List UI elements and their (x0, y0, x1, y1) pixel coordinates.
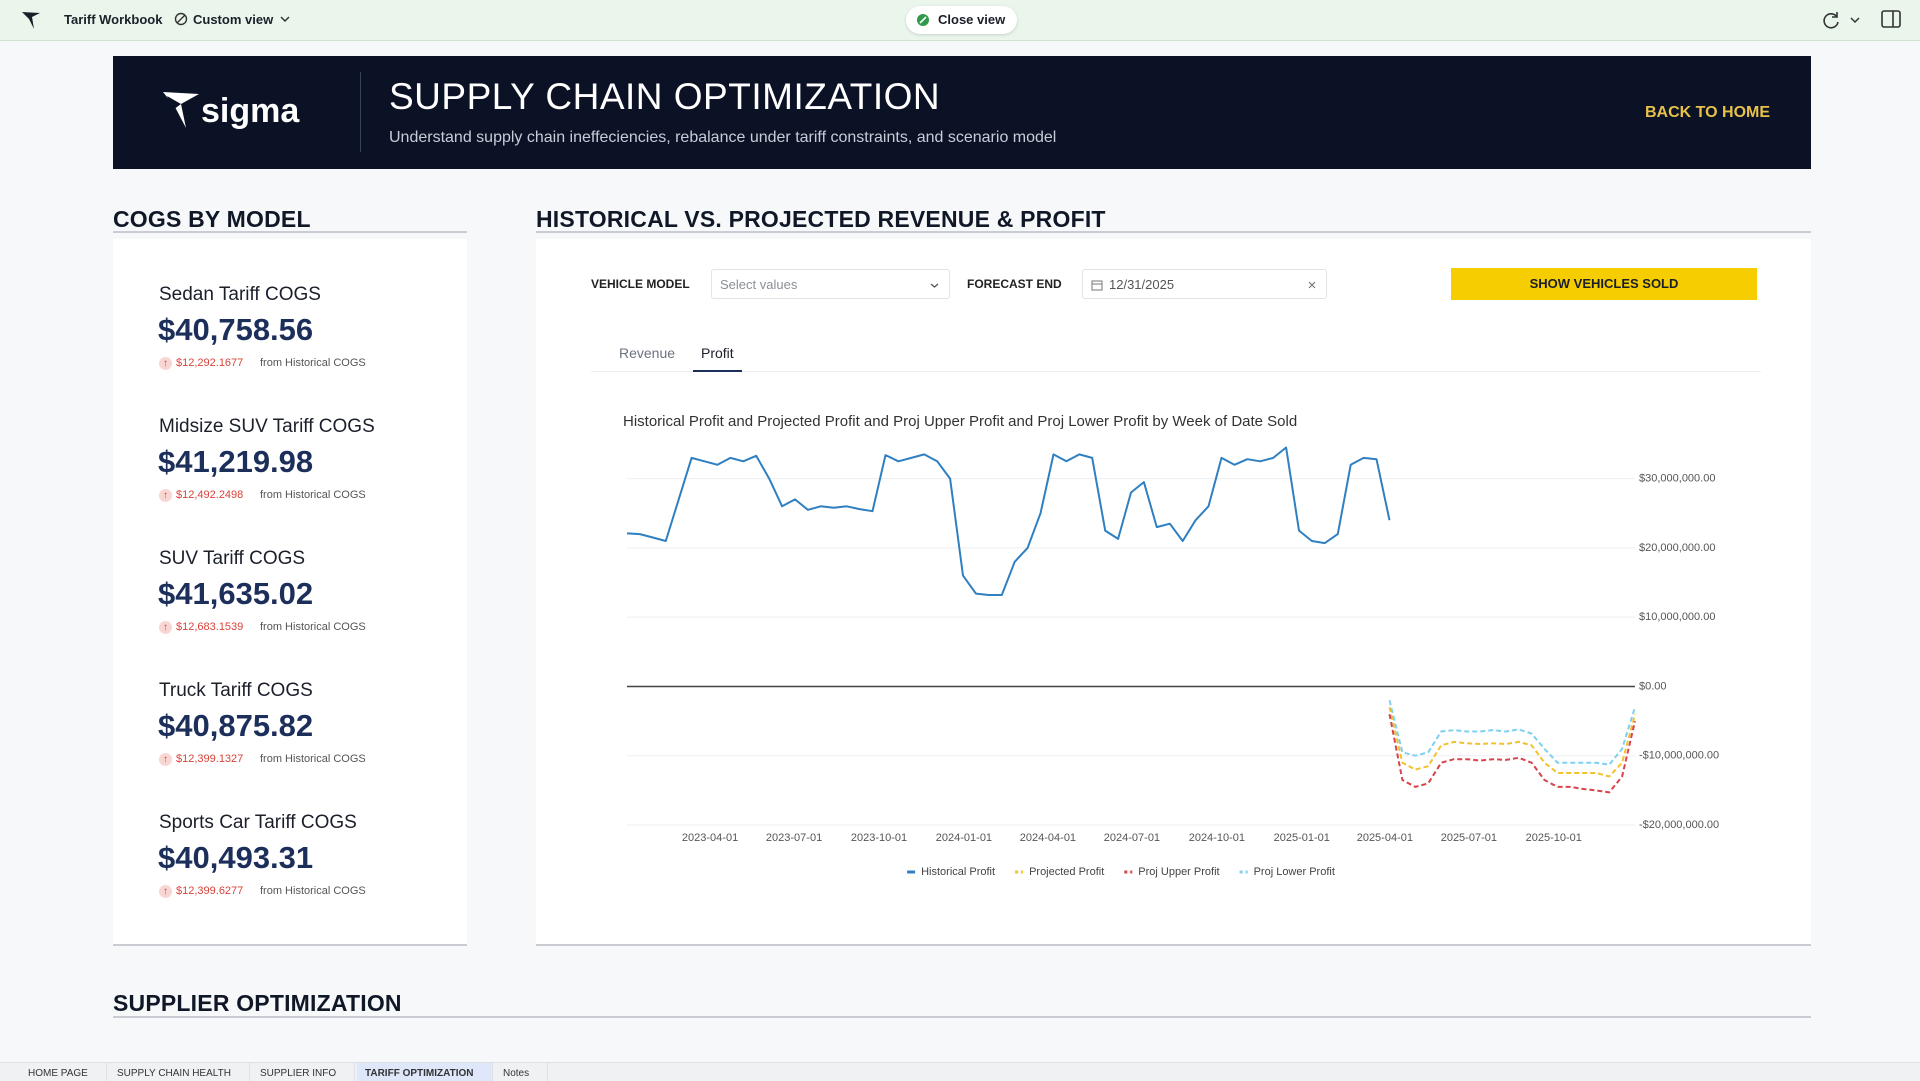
top-bar: Tariff Workbook Custom view Close view (0, 0, 1920, 41)
select-placeholder: Select values (720, 277, 798, 292)
cogs-value: $40,875.82 (158, 708, 314, 743)
cogs-label: SUV Tariff COGS (159, 548, 306, 569)
cogs-label: Midsize SUV Tariff COGS (159, 416, 375, 437)
show-vehicles-button[interactable]: SHOW VEHICLES SOLD (1451, 268, 1757, 300)
page-tab[interactable]: HOME PAGE (20, 1063, 107, 1081)
vehicle-model-label: VEHICLE MODEL (591, 277, 690, 291)
app-logo[interactable] (20, 9, 42, 31)
refresh-icon[interactable] (1820, 9, 1842, 31)
view-selector[interactable]: Custom view (193, 12, 274, 27)
change-icon: ↑ (159, 885, 172, 898)
section-title: SUPPLIER OPTIMIZATION (113, 990, 402, 1016)
page-tab[interactable]: SUPPLIER INFO (252, 1063, 356, 1081)
change-icon: ↑ (159, 489, 172, 502)
tab-bar: Revenue Profit (591, 339, 1761, 372)
cogs-change: $12,683.1539 (176, 621, 244, 633)
cogs-change: $12,399.1327 (176, 753, 244, 765)
cogs-value: $40,758.56 (158, 312, 314, 347)
close-view-button[interactable]: Close view (906, 6, 1018, 34)
divider (360, 72, 361, 152)
cogs-note: from Historical COGS (260, 753, 366, 765)
panel-toggle[interactable] (1880, 8, 1902, 30)
close-view-icon (917, 14, 929, 26)
cogs-change: $12,492.2498 (176, 489, 244, 501)
page-tab-bar: HOME PAGE SUPPLY CHAIN HEALTH SUPPLIER INF… (0, 1062, 1920, 1081)
section-rule (113, 1016, 1811, 1018)
change-icon: ↑ (159, 753, 172, 766)
calendar-icon (1091, 280, 1103, 291)
page-tab[interactable]: Notes (495, 1063, 549, 1081)
section-title: HISTORICAL VS. PROJECTED REVENUE & PROFI… (536, 206, 1106, 232)
cogs-value: $41,635.02 (158, 576, 314, 611)
cogs-note: from Historical COGS (260, 885, 366, 897)
page-title: SUPPLY CHAIN OPTIMIZATION (389, 76, 941, 117)
clear-icon[interactable] (1308, 281, 1316, 289)
cogs-note: from Historical COGS (260, 357, 366, 369)
page-tab[interactable]: SUPPLY CHAIN HEALTH (109, 1063, 250, 1081)
forecast-end-input[interactable]: 12/31/2025 (1082, 269, 1327, 299)
section-rule (113, 231, 467, 233)
chevron[interactable] (1850, 15, 1860, 25)
forecast-panel: VEHICLE MODEL Select values FORECAST END… (536, 239, 1811, 946)
sigma-logo-mark (163, 92, 199, 128)
cogs-label: Sedan Tariff COGS (159, 284, 321, 305)
cogs-note: from Historical COGS (260, 489, 366, 501)
cogs-value: $41,219.98 (158, 444, 314, 479)
logo-text: sigma (201, 92, 300, 130)
cogs-note: from Historical COGS (260, 621, 366, 633)
cogs-label: Sports Car Tariff COGS (159, 812, 357, 833)
section-rule (536, 231, 1811, 233)
cogs-change: $12,292.1677 (176, 357, 244, 369)
cogs-value: $40,493.31 (158, 840, 314, 875)
section-title: COGS BY MODEL (113, 206, 311, 232)
chevron (930, 283, 939, 288)
tab[interactable]: Profit (693, 339, 742, 372)
change-icon: ↑ (159, 357, 172, 370)
tab[interactable]: Revenue (619, 345, 676, 361)
cogs-label: Truck Tariff COGS (159, 680, 313, 701)
cogs-change: $12,399.6277 (176, 885, 244, 897)
change-icon: ↑ (159, 621, 172, 634)
page-subtitle: Understand supply chain ineffeciencies, … (389, 129, 1057, 146)
vehicle-model-select[interactable]: Select values (711, 269, 950, 299)
forecast-end-label: FORECAST END (967, 277, 1062, 291)
back-home-link[interactable]: BACK TO HOME (1645, 104, 1771, 121)
view-icon (174, 12, 188, 26)
cogs-card: Sedan Tariff COGS $40,758.56 ↑ $12,292.1677… (113, 239, 467, 946)
workbook-name[interactable]: Tariff Workbook (64, 12, 163, 27)
header-banner: sigma SUPPLY CHAIN OPTIMIZATION Understa… (113, 56, 1811, 169)
close-view-label: Close view (938, 12, 1006, 27)
forecast-end-value: 12/31/2025 (1109, 277, 1175, 292)
chevron (280, 16, 290, 23)
page-tab[interactable]: TARIFF OPTIMIZATION (357, 1063, 493, 1081)
